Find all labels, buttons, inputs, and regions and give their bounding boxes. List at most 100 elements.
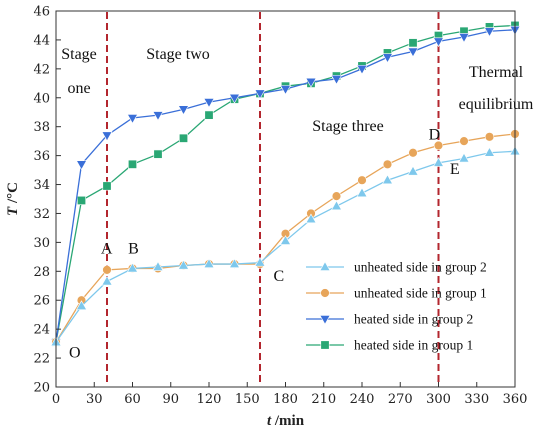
legend-marker (319, 261, 331, 271)
data-point (432, 157, 445, 167)
data-point (75, 160, 88, 171)
data-point (458, 152, 470, 163)
data-point (305, 77, 317, 88)
y-tick-label: 32 (33, 207, 50, 222)
data-point (407, 47, 419, 58)
data-point (458, 33, 470, 43)
data-point (228, 258, 241, 268)
y-tick-label: 30 (33, 236, 50, 251)
x-axis-var: t (267, 413, 272, 429)
y-axis-title: T /°C (5, 182, 21, 216)
data-point (203, 98, 215, 108)
y-tick-label: 44 (33, 33, 50, 48)
data-point (203, 258, 215, 268)
axes: 0 30 60 90 120 150 180 210 240 270 300 330 360 20 22 24… (5, 5, 527, 430)
y-tick-label: 28 (33, 265, 50, 280)
data-point (305, 213, 317, 224)
legend-label: heated side in group 2 (354, 312, 473, 327)
x-tick-label: 180 (273, 392, 298, 407)
legend-marker (320, 340, 330, 350)
data-point (381, 174, 394, 185)
data-point (356, 64, 368, 75)
thermal-label-line2: equilibrium (459, 96, 534, 113)
data-point (126, 262, 139, 273)
y-tick-label: 34 (33, 178, 50, 193)
data-point (254, 256, 266, 267)
legend-item: unheated side in group 2 (306, 260, 487, 275)
thermal-label-line1: Thermal (469, 64, 524, 81)
annotations: Stage one Stage two Stage three Thermal equil… (61, 46, 534, 362)
data-point (177, 259, 190, 270)
y-tick-label: 20 (33, 381, 50, 396)
stage-dividers (106, 12, 440, 386)
data-point (483, 146, 496, 157)
data-point (408, 38, 418, 48)
y-axis-unit: /°C (5, 182, 21, 207)
legend-label: unheated side in group 2 (354, 260, 487, 275)
data-point (179, 133, 189, 143)
data-point (484, 132, 495, 142)
data-point (152, 111, 164, 121)
data-point (381, 53, 394, 64)
stage-three-label: Stage three (312, 118, 384, 135)
x-tick-label: 210 (311, 392, 336, 407)
data-point (75, 300, 88, 310)
stage-one-label-line1: Stage (61, 46, 97, 63)
data-point (331, 191, 342, 201)
stage-one-label-line2: one (67, 80, 90, 97)
x-tick-label: 120 (197, 392, 222, 407)
data-point (101, 275, 113, 286)
legend: unheated side in group 2 unheated side in… (306, 260, 487, 353)
stage-two-label: Stage two (146, 46, 210, 63)
data-point (407, 165, 419, 176)
legend-item: unheated side in group 1 (306, 286, 487, 301)
data-point (279, 235, 292, 245)
y-tick-label: 38 (33, 120, 50, 135)
data-point (408, 148, 418, 158)
data-point (483, 27, 496, 38)
point-label-B: B (128, 241, 139, 258)
plot-frame (55, 10, 516, 388)
data-point (126, 114, 139, 124)
data-point (228, 93, 241, 104)
data-point (382, 159, 393, 169)
legend-label: heated side in group 1 (354, 338, 473, 353)
legend-label: unheated side in group 1 (354, 286, 487, 301)
x-tick-label: 240 (350, 392, 375, 407)
data-point (102, 181, 112, 191)
y-tick-label: 22 (33, 352, 50, 367)
data-point (432, 37, 445, 48)
data-point (459, 136, 469, 146)
y-tick-label: 42 (33, 62, 50, 77)
x-tick-label: 90 (162, 392, 179, 407)
data-point (101, 131, 113, 142)
y-tick-label: 40 (33, 91, 50, 106)
x-axis-unit: /min (271, 413, 305, 429)
x-tick-label: 360 (503, 392, 528, 407)
data-point (357, 175, 367, 185)
series-layer (50, 20, 521, 348)
data-point (128, 159, 138, 169)
x-tick-label: 270 (388, 392, 413, 407)
data-point (102, 265, 112, 275)
x-axis-title: t /min (267, 413, 305, 429)
data-point (433, 140, 444, 151)
legend-marker (319, 315, 331, 325)
data-point (279, 85, 292, 95)
point-label-O: O (69, 345, 81, 362)
x-tick-label: 0 (52, 392, 60, 407)
data-point (152, 261, 164, 271)
data-point (330, 200, 343, 211)
x-tick-label: 60 (124, 392, 141, 407)
data-point (204, 110, 214, 120)
legend-item: heated side in group 2 (306, 312, 473, 327)
data-point (77, 195, 87, 205)
legend-item: heated side in group 1 (306, 338, 473, 353)
x-tick-label: 30 (86, 392, 103, 407)
y-tick-label: 46 (33, 5, 50, 20)
x-tick-label: 150 (235, 392, 260, 407)
series-heated-side-in-group-2 (50, 25, 521, 348)
x-tick-label: 330 (464, 392, 489, 407)
point-label-D: D (429, 126, 441, 143)
